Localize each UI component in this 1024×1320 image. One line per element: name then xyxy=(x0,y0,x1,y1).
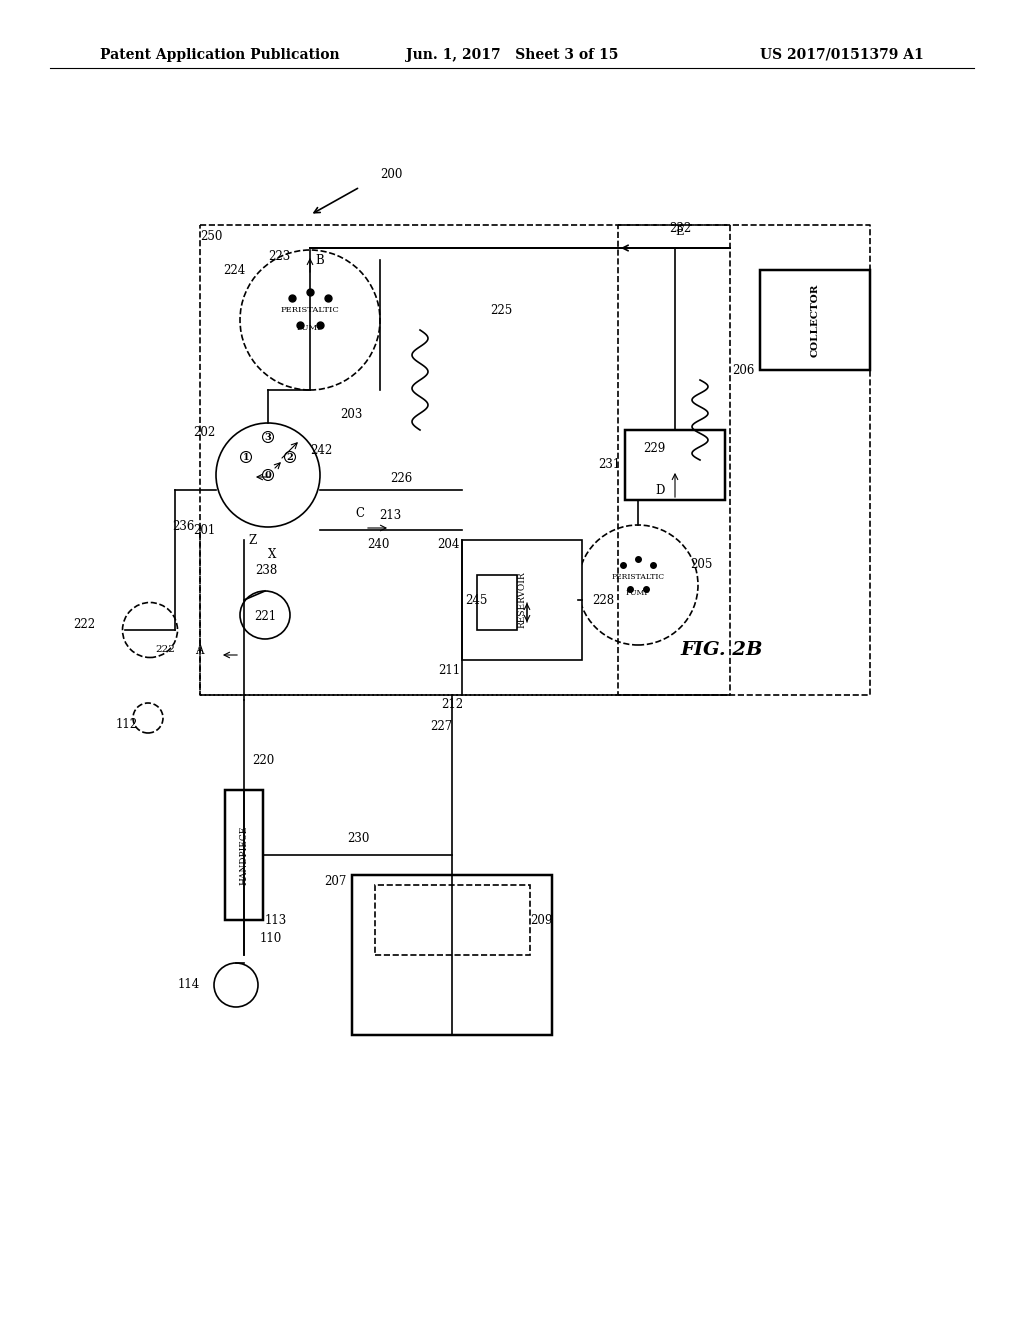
Text: RESERVOIR: RESERVOIR xyxy=(517,572,526,628)
Text: FIG. 2B: FIG. 2B xyxy=(680,642,763,659)
Text: 200: 200 xyxy=(380,169,402,181)
Text: PUMP: PUMP xyxy=(626,589,650,597)
Text: 223: 223 xyxy=(267,249,290,263)
Text: 242: 242 xyxy=(310,444,332,457)
Text: 225: 225 xyxy=(490,304,512,317)
Text: PERISTALTIC: PERISTALTIC xyxy=(281,306,339,314)
Text: X: X xyxy=(268,549,276,561)
Text: 236: 236 xyxy=(173,520,195,533)
Text: 222: 222 xyxy=(155,645,175,655)
Text: 228: 228 xyxy=(592,594,614,606)
Text: PERISTALTIC: PERISTALTIC xyxy=(611,573,665,581)
Text: 222: 222 xyxy=(73,619,95,631)
Text: 221: 221 xyxy=(254,610,276,623)
Text: 204: 204 xyxy=(437,539,460,552)
Text: 211: 211 xyxy=(438,664,460,676)
Text: 110: 110 xyxy=(260,932,283,945)
Text: 113: 113 xyxy=(265,913,288,927)
Text: 212: 212 xyxy=(441,698,463,711)
Text: 231: 231 xyxy=(598,458,620,471)
Text: 2: 2 xyxy=(287,453,293,462)
Text: 238: 238 xyxy=(255,564,278,577)
Text: 227: 227 xyxy=(430,719,452,733)
Text: E: E xyxy=(676,224,684,238)
Text: C: C xyxy=(355,507,365,520)
Text: 220: 220 xyxy=(252,754,274,767)
Text: 224: 224 xyxy=(223,264,245,276)
FancyBboxPatch shape xyxy=(225,789,263,920)
FancyBboxPatch shape xyxy=(375,884,530,954)
Text: D: D xyxy=(655,483,665,496)
Text: HANDPIECE: HANDPIECE xyxy=(240,825,249,884)
Text: 245: 245 xyxy=(465,594,487,606)
Text: 226: 226 xyxy=(390,471,413,484)
Text: PUMP: PUMP xyxy=(297,323,324,333)
Text: 209: 209 xyxy=(530,913,552,927)
Text: 202: 202 xyxy=(193,426,215,440)
FancyBboxPatch shape xyxy=(760,271,870,370)
Text: 3: 3 xyxy=(264,433,271,441)
Text: 240: 240 xyxy=(368,539,390,552)
Text: Z: Z xyxy=(248,533,256,546)
Text: 229: 229 xyxy=(643,442,665,455)
Text: 205: 205 xyxy=(690,558,713,572)
Text: 250: 250 xyxy=(200,230,222,243)
Text: COLLECTOR: COLLECTOR xyxy=(811,284,819,356)
Text: 207: 207 xyxy=(325,875,347,888)
Text: 203: 203 xyxy=(340,408,362,421)
Text: Jun. 1, 2017   Sheet 3 of 15: Jun. 1, 2017 Sheet 3 of 15 xyxy=(406,48,618,62)
Text: 112: 112 xyxy=(116,718,138,731)
Text: 201: 201 xyxy=(193,524,215,536)
Text: 206: 206 xyxy=(732,363,755,376)
FancyBboxPatch shape xyxy=(625,430,725,500)
Text: US 2017/0151379 A1: US 2017/0151379 A1 xyxy=(760,48,924,62)
Text: 213: 213 xyxy=(379,510,401,521)
Text: 230: 230 xyxy=(347,832,370,845)
FancyBboxPatch shape xyxy=(462,540,582,660)
Text: B: B xyxy=(315,253,324,267)
Text: 0: 0 xyxy=(264,470,271,479)
Text: 1: 1 xyxy=(243,453,249,462)
Text: A: A xyxy=(196,644,204,656)
Text: 114: 114 xyxy=(178,978,200,991)
Text: 232: 232 xyxy=(669,222,691,235)
FancyBboxPatch shape xyxy=(477,576,517,630)
Text: Patent Application Publication: Patent Application Publication xyxy=(100,48,340,62)
FancyBboxPatch shape xyxy=(352,875,552,1035)
